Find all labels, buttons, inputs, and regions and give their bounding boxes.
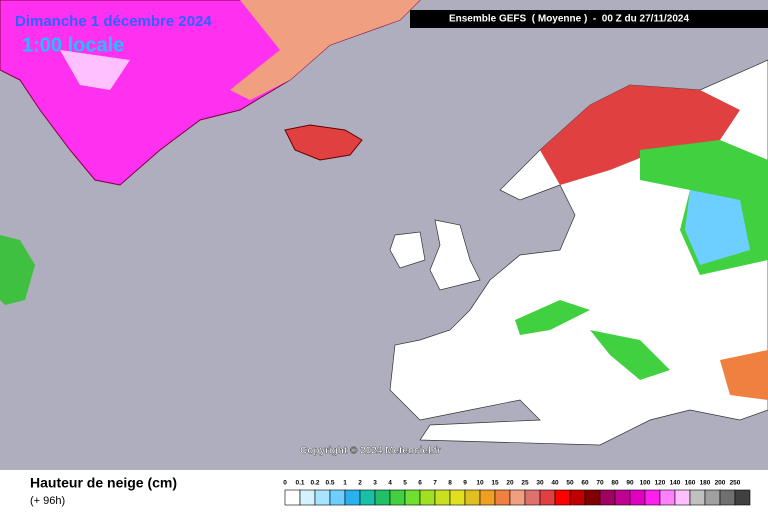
legend-lead: (+ 96h)	[30, 495, 65, 507]
color-swatch	[584, 489, 601, 506]
color-swatch	[449, 489, 466, 506]
level-label: 0	[283, 480, 287, 487]
color-swatch	[524, 489, 541, 506]
color-swatch	[659, 489, 676, 506]
level-label: 15	[491, 480, 499, 487]
level-label: 20	[506, 480, 514, 487]
model: Ensemble GEFS ( Moyenne ) - 00 Z du 27/1…	[449, 14, 690, 25]
legend-title: Hauteur de neige (cm)	[30, 475, 177, 491]
level-label: 1	[343, 480, 347, 487]
model-box	[410, 10, 768, 28]
color-swatch	[299, 489, 316, 506]
britain	[429, 219, 481, 291]
color-swatch	[719, 489, 736, 506]
greenland-inner	[60, 50, 130, 90]
color-swatch	[344, 489, 361, 506]
color-swatch	[434, 489, 451, 506]
level-label: 0.5	[325, 480, 334, 487]
iceland	[284, 124, 363, 161]
color-swatch	[539, 489, 556, 506]
level-label: 3	[373, 480, 377, 487]
color-swatch	[329, 489, 346, 506]
greenland-east	[230, 0, 420, 100]
color-swatch	[734, 489, 751, 506]
color-swatch	[704, 489, 721, 506]
level-label: 100	[640, 480, 651, 487]
color-swatch	[284, 489, 301, 506]
level-label: 9	[463, 480, 467, 487]
level-label: 30	[536, 480, 544, 487]
time: 1:00 locale	[22, 34, 124, 56]
copyright: Copyright © 2024 Meteociel.fr	[300, 446, 441, 457]
color-swatch	[674, 489, 691, 506]
color-swatch	[644, 489, 661, 506]
alps-snow	[515, 300, 590, 335]
level-label: 4	[388, 480, 392, 487]
colorbar: 0 0.1 0.2 0.5 1 2 3 4 5 6 7 8 9 10 15 20 25 30 40 50 60 70 80 9…	[283, 480, 751, 506]
color-swatch	[479, 489, 496, 506]
level-label: 250	[730, 480, 741, 487]
level-label: 7	[433, 480, 437, 487]
turkey-snow	[720, 350, 768, 400]
level-label: 50	[566, 480, 574, 487]
color-swatch	[689, 489, 706, 506]
level-label: 140	[670, 480, 681, 487]
level-label: 80	[611, 480, 619, 487]
color-swatch	[569, 489, 586, 506]
level-label: 0.2	[310, 480, 319, 487]
level-label: 90	[626, 480, 634, 487]
color-swatch	[614, 489, 631, 506]
color-swatch	[419, 489, 436, 506]
level-label: 25	[521, 480, 529, 487]
color-swatch	[359, 489, 376, 506]
level-label: 40	[551, 480, 559, 487]
level-label: 0.1	[295, 480, 304, 487]
level-label: 120	[655, 480, 666, 487]
russia-light	[685, 190, 750, 265]
ireland	[389, 231, 426, 269]
level-label: 60	[581, 480, 589, 487]
color-swatch	[494, 489, 511, 506]
color-swatch	[554, 489, 571, 506]
color-swatch	[629, 489, 646, 506]
level-label: 70	[596, 480, 604, 487]
color-swatch	[599, 489, 616, 506]
date: Dimanche 1 décembre 2024	[15, 13, 212, 30]
color-swatch	[374, 489, 391, 506]
color-swatch	[389, 489, 406, 506]
level-label: 6	[418, 480, 422, 487]
level-label: 5	[403, 480, 407, 487]
level-label: 180	[700, 480, 711, 487]
balkans-snow	[590, 330, 670, 380]
canada	[0, 235, 35, 305]
level-label: 200	[715, 480, 726, 487]
color-swatch	[509, 489, 526, 506]
color-swatch	[464, 489, 481, 506]
level-label: 2	[358, 480, 362, 487]
level-label: 8	[448, 480, 452, 487]
level-label: 10	[476, 480, 484, 487]
color-swatch	[404, 489, 421, 506]
scandinavia-snow	[540, 85, 740, 185]
level-label: 160	[685, 480, 696, 487]
color-swatch	[314, 489, 331, 506]
